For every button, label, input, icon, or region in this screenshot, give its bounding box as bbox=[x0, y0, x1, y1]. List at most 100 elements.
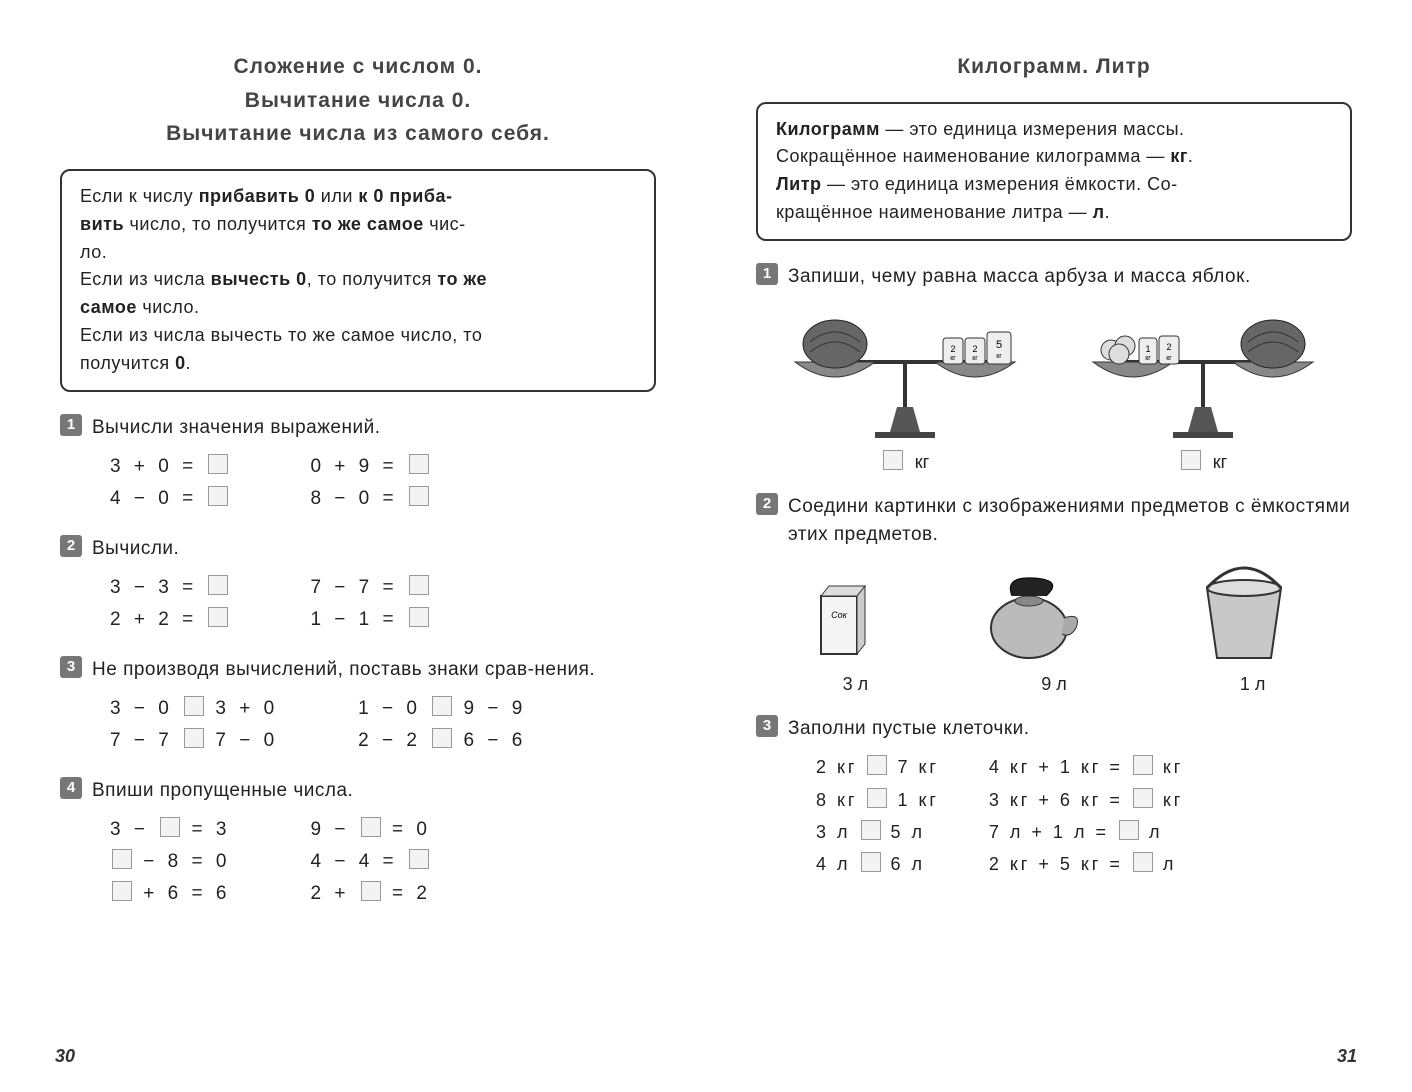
answer-blank[interactable] bbox=[867, 788, 887, 808]
equation-row[interactable]: 2 кг 7 кг bbox=[816, 751, 939, 783]
page-left: Сложение с числом 0. Вычитание числа 0. … bbox=[0, 0, 706, 1092]
task-badge: 3 bbox=[756, 715, 778, 737]
answer-blank[interactable] bbox=[861, 852, 881, 872]
equation-row[interactable]: 4 − 4 = bbox=[310, 846, 430, 878]
juice-box-icon: Сок bbox=[799, 578, 879, 668]
svg-text:кг: кг bbox=[996, 353, 1002, 360]
task1-equations: 3 + 0 = 4 − 0 = 0 + 9 = 8 − 0 = bbox=[60, 451, 656, 516]
equation-row[interactable]: 7 − 7 7 − 0 bbox=[110, 725, 278, 757]
containers-row: Сок bbox=[756, 558, 1352, 668]
capacity-row: 3 л 9 л 1 л bbox=[756, 674, 1352, 695]
answer-blank[interactable] bbox=[861, 820, 881, 840]
task-badge: 3 bbox=[60, 656, 82, 678]
equation-row[interactable]: 8 кг 1 кг bbox=[816, 784, 939, 816]
capacity-label: 3 л bbox=[843, 674, 869, 695]
equation-row[interactable]: 2 кг + 5 кг = л bbox=[989, 848, 1183, 880]
answer-blank[interactable] bbox=[409, 575, 429, 595]
answer-blank[interactable] bbox=[1133, 788, 1153, 808]
weight-jar: 2 кг bbox=[1159, 336, 1179, 364]
weight-jar: 1 кг bbox=[1139, 338, 1157, 364]
answer-blank[interactable] bbox=[1133, 755, 1153, 775]
task-text: Впиши пропущенные числа. bbox=[92, 777, 353, 806]
task2-equations: 3 − 3 = 2 + 2 = 7 − 7 = 1 − 1 = bbox=[60, 572, 656, 637]
answer-blank[interactable] bbox=[409, 607, 429, 627]
title-line-2: Вычитание числа 0. bbox=[60, 84, 656, 118]
kettle-icon bbox=[964, 568, 1094, 668]
capacity-label: 1 л bbox=[1240, 674, 1266, 695]
answer-blank-kg[interactable]: кг bbox=[1179, 450, 1227, 473]
task-text: Вычисли значения выражений. bbox=[92, 414, 380, 443]
right-task-2: 2 Соедини картинки с изображениями предм… bbox=[756, 493, 1352, 695]
answer-blank[interactable] bbox=[1133, 852, 1153, 872]
task-text: Запиши, чему равна масса арбуза и масса … bbox=[788, 263, 1251, 292]
svg-text:5: 5 bbox=[996, 339, 1002, 351]
task-text: Вычисли. bbox=[92, 535, 179, 564]
answer-blank[interactable] bbox=[361, 881, 381, 901]
task3-equations: 3 − 0 3 + 07 − 7 7 − 0 1 − 0 9 − 92 − 2 … bbox=[60, 693, 656, 758]
equation-row[interactable]: 4 − 0 = bbox=[110, 483, 230, 515]
answer-blank[interactable] bbox=[184, 728, 204, 748]
title-line-3: Вычитание числа из самого себя. bbox=[60, 117, 656, 151]
equation-row[interactable]: 2 + = 2 bbox=[310, 878, 430, 910]
answer-blank[interactable] bbox=[1119, 820, 1139, 840]
answer-blank[interactable] bbox=[208, 486, 228, 506]
right-task-3: 3 Заполни пустые клеточки. 2 кг 7 кг8 кг… bbox=[756, 715, 1352, 881]
task-badge: 2 bbox=[60, 535, 82, 557]
bucket-icon bbox=[1179, 558, 1309, 668]
answer-blank[interactable] bbox=[208, 607, 228, 627]
svg-text:2: 2 bbox=[1166, 342, 1171, 352]
equation-row[interactable]: 3 − 3 = bbox=[110, 572, 230, 604]
answer-blank[interactable] bbox=[208, 575, 228, 595]
weight-jar: 2 кг bbox=[943, 338, 963, 364]
equation-row[interactable]: + 6 = 6 bbox=[110, 878, 230, 910]
svg-text:кг: кг bbox=[972, 355, 978, 362]
answer-blank[interactable] bbox=[432, 728, 452, 748]
svg-text:кг: кг bbox=[1145, 355, 1151, 362]
left-task-4: 4 Впиши пропущенные числа. 3 − = 3 − 8 =… bbox=[60, 777, 656, 910]
equation-row[interactable]: 7 л + 1 л = л bbox=[989, 816, 1183, 848]
equation-row[interactable]: 4 кг + 1 кг = кг bbox=[989, 751, 1183, 783]
page-number-left: 30 bbox=[55, 1046, 75, 1067]
answer-blank[interactable] bbox=[867, 755, 887, 775]
equation-row[interactable]: 3 + 0 = bbox=[110, 451, 230, 483]
equation-row[interactable]: − 8 = 0 bbox=[110, 846, 230, 878]
answer-blank[interactable] bbox=[409, 454, 429, 474]
equation-row[interactable]: 1 − 0 9 − 9 bbox=[358, 693, 526, 725]
equation-row[interactable]: 2 − 2 6 − 6 bbox=[358, 725, 526, 757]
task-text: Заполни пустые клеточки. bbox=[788, 715, 1030, 744]
answer-blank[interactable] bbox=[112, 881, 132, 901]
svg-text:2: 2 bbox=[972, 344, 977, 354]
weight-jar: 2 кг bbox=[965, 338, 985, 364]
answer-blank[interactable] bbox=[409, 486, 429, 506]
answer-blank[interactable] bbox=[184, 696, 204, 716]
equation-row[interactable]: 3 − 0 3 + 0 bbox=[110, 693, 278, 725]
right-task-1: 1 Запиши, чему равна масса арбуза и масс… bbox=[756, 263, 1352, 473]
answer-blank[interactable] bbox=[208, 454, 228, 474]
right-rule-box: Килограмм — это единица измерения массы.… bbox=[756, 102, 1352, 242]
left-task-2: 2 Вычисли. 3 − 3 = 2 + 2 = 7 − 7 = 1 − 1… bbox=[60, 535, 656, 636]
right-title: Килограмм. Литр bbox=[756, 50, 1352, 84]
task3-fill: 2 кг 7 кг8 кг 1 кг3 л 5 л4 л 6 л 4 кг + … bbox=[756, 751, 1352, 881]
answer-blank[interactable] bbox=[160, 817, 180, 837]
answer-blank[interactable] bbox=[361, 817, 381, 837]
task-badge: 4 bbox=[60, 777, 82, 799]
equation-row[interactable]: 3 л 5 л bbox=[816, 816, 939, 848]
equation-row[interactable]: 0 + 9 = bbox=[310, 451, 430, 483]
answer-blank-kg[interactable]: кг bbox=[881, 450, 929, 473]
title-line-1: Сложение с числом 0. bbox=[60, 50, 656, 84]
equation-row[interactable]: 4 л 6 л bbox=[816, 848, 939, 880]
equation-row[interactable]: 2 + 2 = bbox=[110, 604, 230, 636]
answer-blank[interactable] bbox=[432, 696, 452, 716]
equation-row[interactable]: 8 − 0 = bbox=[310, 483, 430, 515]
answer-blank[interactable] bbox=[112, 849, 132, 869]
svg-text:кг: кг bbox=[1166, 355, 1172, 362]
kg-answer-row: кг кг bbox=[756, 450, 1352, 473]
equation-row[interactable]: 1 − 1 = bbox=[310, 604, 430, 636]
left-task-1: 1 Вычисли значения выражений. 3 + 0 = 4 … bbox=[60, 414, 656, 515]
answer-blank[interactable] bbox=[409, 849, 429, 869]
left-task-3: 3 Не производя вычислений, поставь знаки… bbox=[60, 656, 656, 757]
equation-row[interactable]: 3 кг + 6 кг = кг bbox=[989, 784, 1183, 816]
equation-row[interactable]: 3 − = 3 bbox=[110, 814, 230, 846]
equation-row[interactable]: 7 − 7 = bbox=[310, 572, 430, 604]
equation-row[interactable]: 9 − = 0 bbox=[310, 814, 430, 846]
